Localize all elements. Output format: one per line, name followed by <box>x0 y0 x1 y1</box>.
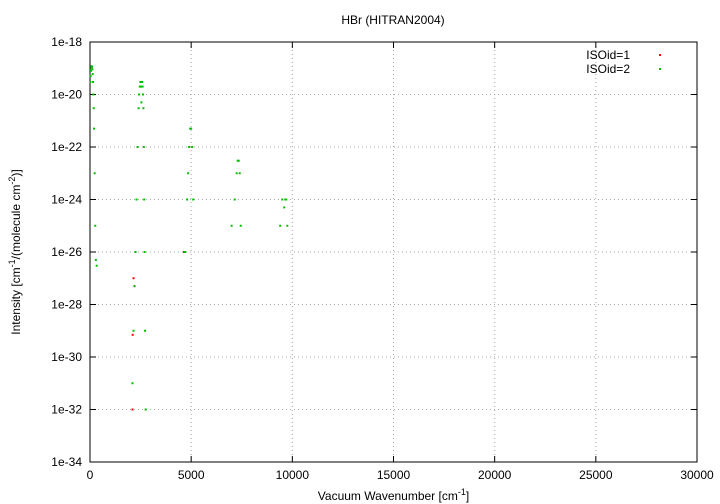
point <box>230 224 233 227</box>
point <box>138 93 141 96</box>
chart-title: HBr (HITRAN2004) <box>341 13 444 27</box>
point <box>142 146 145 148</box>
x-tick-label: 20000 <box>478 468 512 482</box>
legend-swatch <box>659 54 661 56</box>
point <box>92 80 95 83</box>
point <box>139 85 142 88</box>
label-part: )] <box>9 169 23 176</box>
point <box>192 198 195 201</box>
point <box>141 85 144 88</box>
y-tick-label: 1e-24 <box>51 193 82 207</box>
point <box>189 127 192 130</box>
plot-frame <box>89 41 698 463</box>
y-tick-label: 1e-32 <box>51 403 82 417</box>
label-part: ] <box>466 489 469 503</box>
point <box>94 224 97 227</box>
y-tick-label: 1e-20 <box>51 88 82 102</box>
point <box>191 146 194 148</box>
point <box>132 277 135 280</box>
point <box>236 159 239 162</box>
superscript: -1 <box>7 259 17 267</box>
point <box>144 329 147 332</box>
point <box>188 146 191 148</box>
point <box>136 146 139 148</box>
point <box>187 172 190 175</box>
label-part: Intensity [cm <box>9 267 23 334</box>
legend-label: ISOid=1 <box>586 48 630 62</box>
point <box>238 172 241 175</box>
point <box>91 68 94 71</box>
point <box>283 206 286 209</box>
point <box>90 67 93 70</box>
point <box>139 80 142 83</box>
point <box>90 69 93 72</box>
point <box>144 408 147 411</box>
point <box>239 224 242 227</box>
y-tick-label: 1e-28 <box>51 298 82 312</box>
point <box>135 198 138 201</box>
point <box>184 251 187 253</box>
y-tick-label: 1e-22 <box>51 140 82 154</box>
point <box>131 333 134 336</box>
point <box>93 127 96 130</box>
axis-label: Vacuum Wavenumber [cm-1] <box>318 487 469 503</box>
point <box>186 198 189 201</box>
point <box>183 251 186 253</box>
point <box>138 85 141 88</box>
point <box>233 198 236 201</box>
point <box>142 93 145 96</box>
x-tick-label: 30000 <box>680 468 714 482</box>
point <box>91 73 94 76</box>
point <box>91 66 94 69</box>
point <box>281 198 284 201</box>
y-tick-label: 1e-30 <box>51 350 82 364</box>
superscript: -1 <box>458 487 466 497</box>
point <box>284 198 287 201</box>
point <box>92 93 95 96</box>
point <box>143 251 146 253</box>
point <box>237 159 240 162</box>
point <box>92 107 95 110</box>
point <box>137 107 140 110</box>
superscript: -2 <box>7 177 17 185</box>
point <box>131 382 134 385</box>
point <box>131 408 134 411</box>
point <box>94 258 97 261</box>
point <box>95 264 98 267</box>
x-tick-label: 25000 <box>579 468 613 482</box>
point <box>140 101 143 104</box>
axis-label: Intensity [cm-1/(molecule cm-2)] <box>7 169 23 334</box>
x-tick-label: 0 <box>87 468 94 482</box>
y-tick-label: 1e-18 <box>51 35 82 49</box>
x-tick-label: 5000 <box>178 468 205 482</box>
point <box>286 224 289 227</box>
point <box>89 75 92 78</box>
point <box>190 127 193 130</box>
label-part: /(molecule cm <box>9 185 23 260</box>
point <box>93 172 96 175</box>
label-part: Vacuum Wavenumber [cm <box>318 489 458 503</box>
y-tick-label: 1e-26 <box>51 245 82 259</box>
point <box>142 107 145 110</box>
point <box>134 251 137 253</box>
point <box>285 198 288 201</box>
legend-label: ISOid=2 <box>586 62 630 76</box>
point <box>143 198 146 201</box>
point <box>279 224 282 227</box>
point <box>132 329 135 332</box>
x-tick-label: 15000 <box>377 468 411 482</box>
x-tick-label: 10000 <box>276 468 310 482</box>
point <box>235 172 238 175</box>
point <box>89 80 92 83</box>
point <box>141 80 144 83</box>
point <box>133 285 136 288</box>
y-tick-label: 1e-34 <box>51 455 82 469</box>
legend-swatch <box>659 68 661 70</box>
